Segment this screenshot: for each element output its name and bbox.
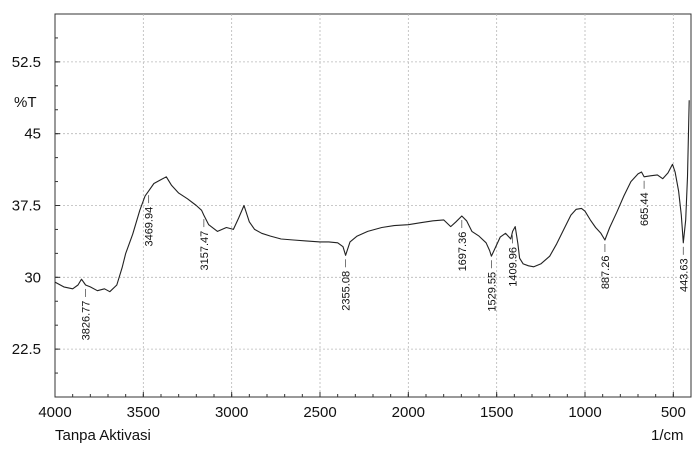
x-tick-label: 500: [661, 404, 686, 421]
peak-label: 665.44: [639, 192, 651, 226]
peak-label: 887.26: [600, 256, 612, 290]
peak-label: 443.63: [678, 258, 690, 292]
y-tick-label: 37.5: [12, 198, 41, 215]
x-axis-ticks: 4000 3500 3000 2500 2000 1500 1000 500: [38, 392, 692, 421]
y-tick-label: 22.5: [12, 341, 41, 358]
x-tick-label: 2000: [392, 404, 425, 421]
peak-label: 2355.08: [341, 271, 353, 311]
x-tick-label: 3000: [215, 404, 248, 421]
y-axis-label: %T: [14, 94, 37, 111]
x-tick-label: 3500: [127, 404, 160, 421]
x-tick-label: 4000: [38, 404, 71, 421]
x-tick-label: 1500: [480, 404, 513, 421]
peak-label: 1409.96: [508, 247, 520, 287]
y-tick-label: 30: [24, 269, 41, 286]
grid-lines: [55, 14, 691, 397]
y-tick-label: 45: [24, 126, 41, 143]
peak-label: 1529.55: [486, 272, 498, 312]
peak-label: 3469.94: [144, 207, 156, 247]
y-tick-label: 52.5: [12, 54, 41, 71]
x-axis-label: 1/cm: [651, 427, 684, 444]
x-tick-label: 1000: [568, 404, 601, 421]
x-tick-label: 2500: [303, 404, 336, 421]
peak-markers: 3826.77 3469.94 3157.47 2355.08 1697.36 1529.…: [81, 180, 690, 341]
peak-label: 3826.77: [81, 301, 93, 341]
peak-label: 1697.36: [457, 232, 469, 272]
peak-label: 3157.47: [199, 231, 211, 271]
sample-label: Tanpa Aktivasi: [55, 427, 151, 444]
spectrum-line: [54, 100, 690, 293]
y-axis-ticks: 22.5 30 37.5 45 52.5: [12, 13, 60, 398]
